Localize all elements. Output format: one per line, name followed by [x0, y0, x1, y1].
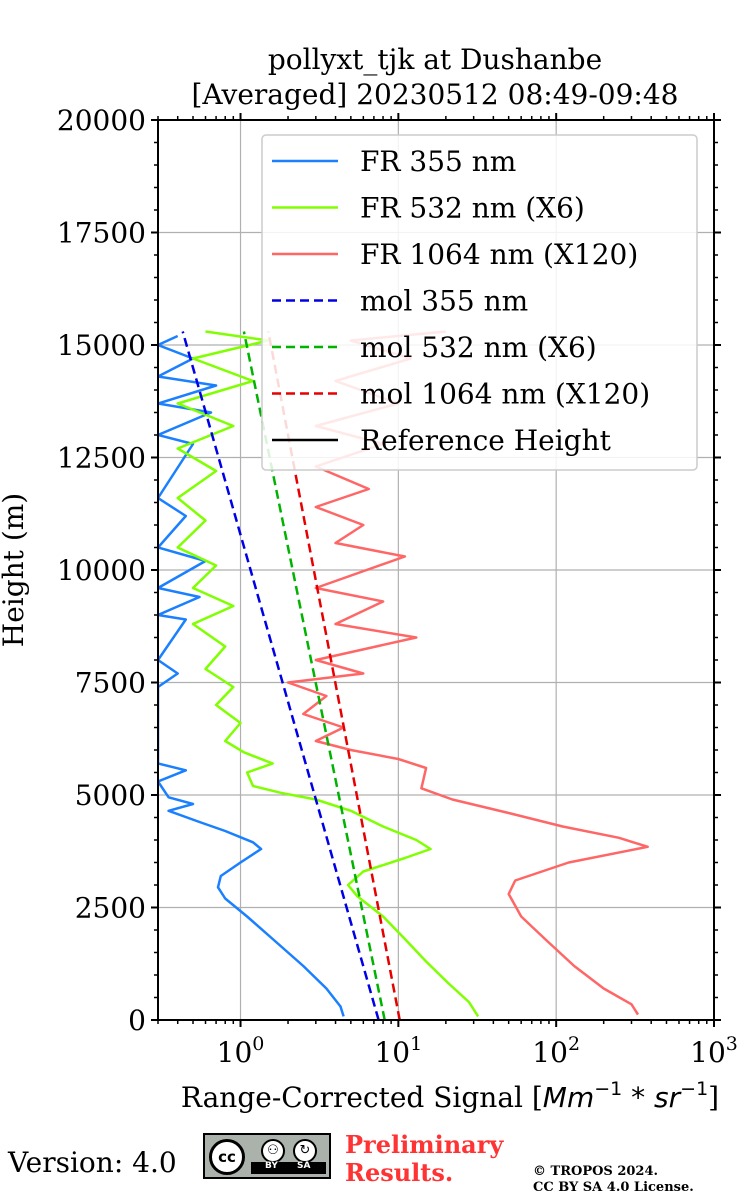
series-line-5 — [267, 331, 401, 1020]
series-line-3 — [181, 331, 380, 1020]
cc-license-badge: cc ⚇ ↻ BY SA — [203, 1133, 331, 1179]
preliminary-line2: Results. — [345, 1158, 454, 1187]
legend-label-5: mol 1064 nm (X120) — [360, 378, 650, 411]
x-tick-label: 100 — [217, 1033, 265, 1069]
cc-by-label: BY — [265, 1161, 278, 1171]
preliminary-line1: Preliminary — [345, 1130, 504, 1159]
chart-title-line2: [Averaged] 20230512 08:49-09:48 — [191, 78, 679, 111]
series-line-4 — [242, 331, 386, 1020]
x-tick-label: 101 — [374, 1033, 422, 1069]
x-tick-label: 102 — [532, 1033, 580, 1069]
version-label: Version: 4.0 — [8, 1146, 177, 1179]
copyright-line2: CC BY SA 4.0 License. — [533, 1180, 694, 1195]
series-line-1 — [176, 330, 480, 1018]
copyright-note: © TROPOS 2024. CC BY SA 4.0 License. — [533, 1164, 694, 1196]
y-axis-label: Height (m) — [0, 493, 30, 647]
y-tick-label: 2500 — [75, 892, 146, 925]
chart-title-line1: pollyxt_tjk at Dushanbe — [267, 43, 603, 76]
legend-label-6: Reference Height — [360, 424, 612, 457]
share-alike-icon: ↻ — [293, 1139, 317, 1163]
y-tick-label: 17500 — [57, 217, 146, 250]
legend-label-2: FR 1064 nm (X120) — [360, 238, 638, 271]
y-tick-label: 7500 — [75, 667, 146, 700]
by-person-icon: ⚇ — [261, 1139, 285, 1163]
x-tick-label: 103 — [690, 1033, 738, 1069]
legend-label-3: mol 355 nm — [360, 285, 528, 318]
legend-label-4: mol 532 nm (X6) — [360, 331, 597, 364]
y-tick-label: 12500 — [57, 442, 146, 475]
series-line-0 — [158, 334, 345, 1017]
y-tick-label: 10000 — [57, 554, 146, 587]
y-tick-label: 20000 — [57, 104, 146, 137]
y-tick-label: 0 — [128, 1004, 146, 1037]
cc-icon: cc — [209, 1139, 245, 1175]
legend-label-1: FR 532 nm (X6) — [360, 192, 585, 225]
cc-bar: BY SA — [251, 1161, 326, 1174]
legend-label-0: FR 355 nm — [360, 145, 516, 178]
chart: 0 2500 5000 7500 10000 12500 15000 17500 20000 10… — [0, 104, 738, 1114]
y-tick-label: 15000 — [57, 329, 146, 362]
x-axis-label: Range-Corrected Signal [Mm−1 * sr−1] — [181, 1078, 719, 1114]
legend-box — [261, 134, 698, 471]
cc-sa-label: SA — [297, 1161, 311, 1171]
preliminary-results-note: Preliminary Results. — [345, 1131, 503, 1187]
y-tick-label: 5000 — [75, 779, 146, 812]
copyright-line1: © TROPOS 2024. — [533, 1164, 659, 1179]
